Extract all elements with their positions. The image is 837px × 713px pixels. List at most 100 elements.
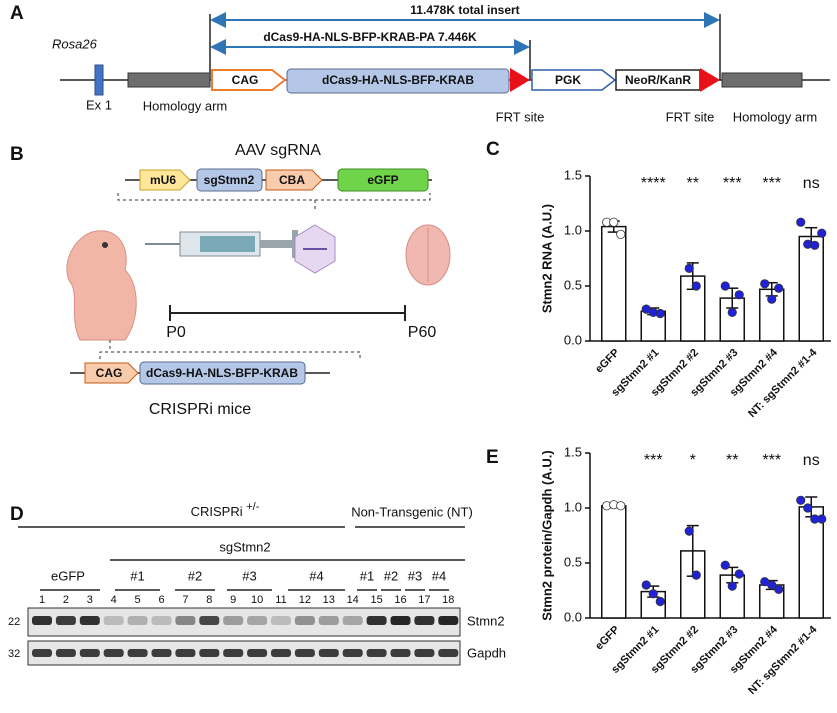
data-point [810,240,820,250]
group-label: #3 [242,568,256,583]
band [414,649,435,657]
mu6-label: mU6 [150,173,176,187]
nt-label: Non-Transgenic (NT) [351,504,473,519]
cag-label: CAG [232,73,259,87]
band [199,649,220,657]
group-label: #3 [408,568,422,583]
band [32,616,52,625]
band-label: Gapdh [467,645,506,660]
bar [640,590,666,619]
band [127,649,148,657]
y-tick-label: 1.5 [564,167,582,182]
significance: *** [644,452,663,469]
band [199,616,220,625]
lane-number: 15 [370,594,382,606]
band [151,649,172,657]
band [175,649,196,657]
panel-label: C [486,139,500,160]
mice-label: CRISPRi mice [149,401,251,418]
x-tick-label: eGFP [593,624,622,653]
band [438,649,459,657]
significance: ** [687,175,699,192]
band [175,616,196,625]
size-marker: 32 [8,648,20,660]
band [127,616,148,625]
lane-number: 13 [323,594,335,606]
y-tick-label: 1.0 [564,499,582,514]
lane-number: 12 [299,594,311,606]
data-point [727,307,737,317]
band [223,616,244,625]
data-point [684,263,694,273]
gene-label: dCas9-HA-NLS-BFP-KRAB [146,366,298,380]
crispri-text: CRISPRi [191,504,243,519]
band [55,616,76,625]
band [103,616,124,625]
cassette-label: dCas9-HA-NLS-BFP-KRAB-PA 7.446K [263,30,477,44]
lane-number: 2 [63,594,69,606]
x-tick-label: eGFP [593,347,622,376]
panel-label: A [10,3,24,24]
data-point [727,581,737,591]
gene-label: dCas9-HA-NLS-BFP-KRAB [322,73,474,87]
band [32,649,52,657]
data-point [655,596,665,607]
panel-b: B AAV sgRNA mU6 sgStmn2 CBA eGFP P0 P60 … [10,142,451,418]
insert-label: 11.478K total insert [410,3,519,17]
crispri-label: CRISPRi +/- [191,501,260,520]
band [342,616,363,625]
band [366,616,387,625]
band [366,649,387,657]
frt-label: FRT site [496,109,545,124]
y-tick-label: 1.5 [564,444,582,459]
x-tick-label: NT: sgStmn2 #1-4 [746,346,820,420]
bar [798,506,824,619]
x-tick-label: NT: sgStmn2 #1-4 [746,623,820,697]
band [318,649,339,657]
data-point [616,229,626,239]
group-label: #2 [188,568,202,583]
band [271,649,291,657]
data-point [641,580,651,590]
sgstmn2-label: sgStmn2 [219,539,270,554]
size-marker: 22 [8,616,20,628]
homology-label: Homology arm [733,109,818,124]
band [55,649,76,657]
cag-label: CAG [96,366,123,380]
data-point [609,217,619,227]
start-label: P0 [166,324,186,341]
y-tick-label: 0.5 [564,554,582,569]
panel-label: B [10,144,24,165]
band [294,616,315,625]
group-label: #2 [384,568,398,583]
significance: ns [803,452,820,469]
lane-number: 16 [394,594,406,606]
bar [719,297,745,342]
data-point [803,503,813,513]
lane-number: 8 [206,594,212,606]
band [247,616,268,625]
band [318,616,339,625]
band [294,649,315,657]
homology-label: Homology arm [143,98,228,113]
data-point [648,589,658,599]
significance: *** [762,452,781,469]
data-point [774,584,784,595]
group-label: #1 [360,568,374,583]
y-tick-label: 0.0 [564,609,582,624]
band [79,649,100,657]
band-label: Stmn2 [467,613,505,628]
band [390,649,411,657]
lane-number: 6 [158,594,164,606]
significance: ** [726,452,738,469]
lane-number: 5 [135,594,141,606]
lane-number: 3 [87,594,93,606]
y-axis-label: Stmn2 protein/Gapdh (A.U.) [539,450,554,620]
data-point [796,495,806,505]
band [223,649,244,657]
band [151,616,172,625]
significance: *** [762,175,781,192]
y-tick-label: 1.0 [564,222,582,237]
data-point [734,290,744,300]
